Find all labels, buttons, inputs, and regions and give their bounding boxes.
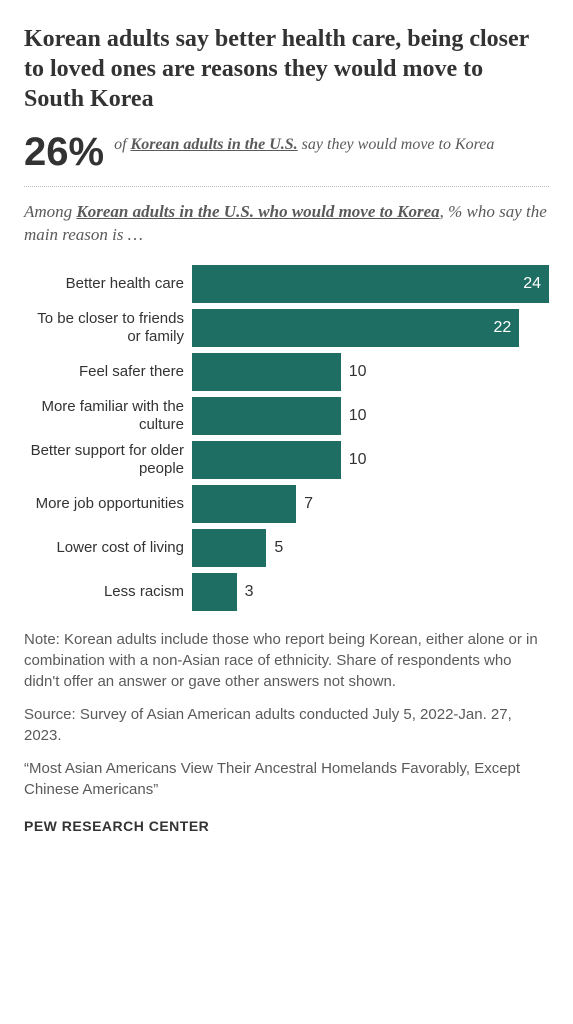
stat-suffix: say they would move to Korea (298, 136, 495, 153)
stat-underlined: Korean adults in the U.S. (131, 136, 298, 153)
bar-track: 7 (192, 485, 549, 523)
bar-row: Lower cost of living 5 (24, 529, 549, 567)
bar-track: 10 (192, 397, 549, 435)
bar-track: 10 (192, 441, 549, 479)
bar-fill (192, 529, 266, 567)
bar-row: More familiar with the culture 10 (24, 397, 549, 435)
bar-label: Better support for older people (24, 442, 192, 478)
bar-label: More familiar with the culture (24, 398, 192, 434)
chart-subhead: Among Korean adults in the U.S. who woul… (24, 201, 549, 247)
stat-prefix: of (114, 136, 130, 153)
bar-row: To be closer to friends or family 22 (24, 309, 549, 347)
bar-label: Lower cost of living (24, 539, 192, 557)
bar-value: 24 (523, 275, 541, 293)
bar-chart: Better health care 24 To be closer to frie… (24, 265, 549, 611)
divider (24, 186, 549, 187)
subhead-prefix: Among (24, 202, 76, 221)
headline-stat: 26% of Korean adults in the U.S. say the… (24, 132, 549, 172)
bar-fill: 22 (192, 309, 519, 347)
note-text: Note: Korean adults include those who re… (24, 629, 549, 692)
bar-fill (192, 397, 341, 435)
chart-title: Korean adults say better health care, be… (24, 24, 549, 114)
bar-track: 5 (192, 529, 549, 567)
bar-value: 22 (493, 319, 511, 337)
bar-label: More job opportunities (24, 495, 192, 513)
bar-track: 10 (192, 353, 549, 391)
citation-text: “Most Asian Americans View Their Ancestr… (24, 758, 549, 800)
bar-value: 5 (274, 539, 283, 557)
bar-row: Better health care 24 (24, 265, 549, 303)
bar-row: Better support for older people 10 (24, 441, 549, 479)
subhead-underlined: Korean adults in the U.S. who would move… (76, 202, 439, 221)
stat-text: of Korean adults in the U.S. say they wo… (114, 132, 494, 156)
bar-label: Less racism (24, 583, 192, 601)
bar-track: 3 (192, 573, 549, 611)
bar-fill: 24 (192, 265, 549, 303)
bar-fill (192, 441, 341, 479)
bar-value: 10 (349, 407, 367, 425)
stat-number: 26% (24, 132, 104, 172)
bar-track: 22 (192, 309, 549, 347)
bar-label: Better health care (24, 275, 192, 293)
bar-fill (192, 353, 341, 391)
bar-label: Feel safer there (24, 363, 192, 381)
bar-value: 10 (349, 363, 367, 381)
bar-track: 24 (192, 265, 549, 303)
source-text: Source: Survey of Asian American adults … (24, 704, 549, 746)
bar-label: To be closer to friends or family (24, 310, 192, 346)
bar-fill (192, 573, 237, 611)
bar-fill (192, 485, 296, 523)
bar-row: Less racism 3 (24, 573, 549, 611)
footer-attribution: PEW RESEARCH CENTER (24, 818, 549, 834)
bar-value: 10 (349, 451, 367, 469)
bar-value: 3 (245, 583, 254, 601)
bar-row: Feel safer there 10 (24, 353, 549, 391)
bar-row: More job opportunities 7 (24, 485, 549, 523)
bar-value: 7 (304, 495, 313, 513)
